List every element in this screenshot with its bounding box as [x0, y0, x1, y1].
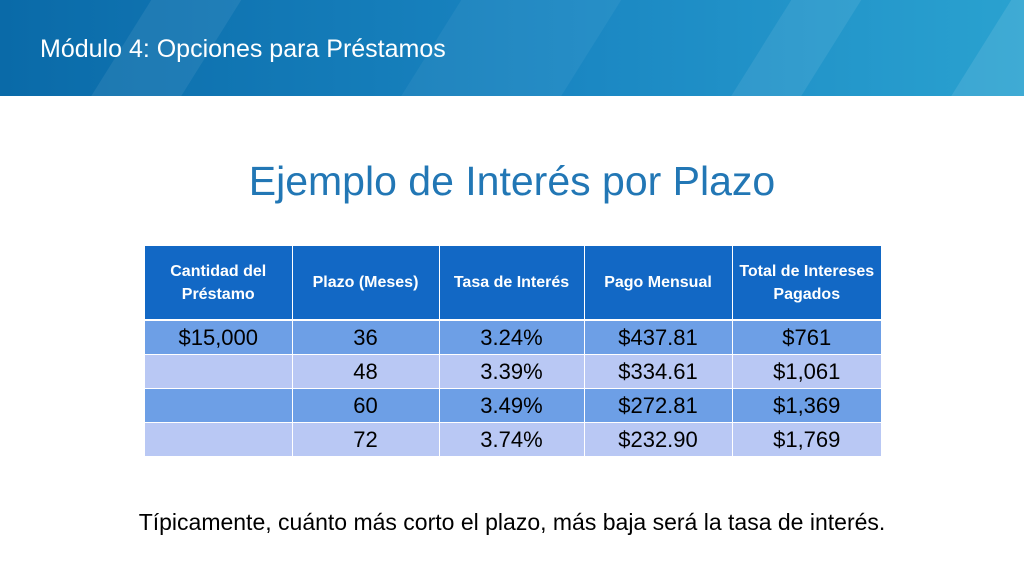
- cell-monthly-payment: $437.81: [583, 320, 732, 355]
- cell-total-interest: $1,769: [731, 422, 881, 457]
- cell-loan-amount: [145, 388, 292, 423]
- header-banner: Módulo 4: Opciones para Préstamos: [0, 0, 1024, 96]
- table-row: 60 3.49% $272.81 $1,369: [145, 388, 881, 423]
- column-header-interest-rate: Tasa de Interés: [438, 246, 584, 321]
- cell-interest-rate: 3.49%: [438, 388, 584, 423]
- cell-total-interest: $1,061: [731, 354, 881, 389]
- cell-loan-amount: $15,000: [145, 320, 292, 355]
- cell-term-months: 48: [291, 354, 439, 389]
- cell-total-interest: $1,369: [731, 388, 881, 423]
- loan-term-table: Cantidad del Préstamo Plazo (Meses) Tasa…: [145, 246, 881, 457]
- table-row: $15,000 36 3.24% $437.81 $761: [145, 320, 881, 355]
- slide-caption: Típicamente, cuánto más corto el plazo, …: [138, 509, 886, 535]
- cell-total-interest: $761: [731, 320, 881, 355]
- slide-title: Ejemplo de Interés por Plazo: [248, 158, 776, 204]
- cell-monthly-payment: $334.61: [583, 354, 732, 389]
- cell-interest-rate: 3.39%: [438, 354, 584, 389]
- column-header-total-interest: Total de Intereses Pagados: [731, 246, 881, 321]
- cell-interest-rate: 3.74%: [438, 422, 584, 457]
- cell-loan-amount: [145, 354, 292, 389]
- cell-term-months: 60: [291, 388, 439, 423]
- cell-term-months: 36: [291, 320, 439, 355]
- column-header-term-months: Plazo (Meses): [291, 246, 439, 321]
- module-title: Módulo 4: Opciones para Préstamos: [40, 35, 446, 63]
- column-header-loan-amount: Cantidad del Préstamo: [145, 246, 292, 321]
- banner-decoration: [716, 0, 874, 96]
- table-header-row: Cantidad del Préstamo Plazo (Meses) Tasa…: [145, 246, 881, 321]
- cell-loan-amount: [145, 422, 292, 457]
- column-header-monthly-payment: Pago Mensual: [583, 246, 732, 321]
- table-row: 48 3.39% $334.61 $1,061: [145, 354, 881, 389]
- table-row: 72 3.74% $232.90 $1,769: [145, 422, 881, 457]
- cell-interest-rate: 3.24%: [438, 320, 584, 355]
- banner-decoration: [936, 0, 1024, 96]
- cell-monthly-payment: $232.90: [583, 422, 732, 457]
- cell-term-months: 72: [291, 422, 439, 457]
- cell-monthly-payment: $272.81: [583, 388, 732, 423]
